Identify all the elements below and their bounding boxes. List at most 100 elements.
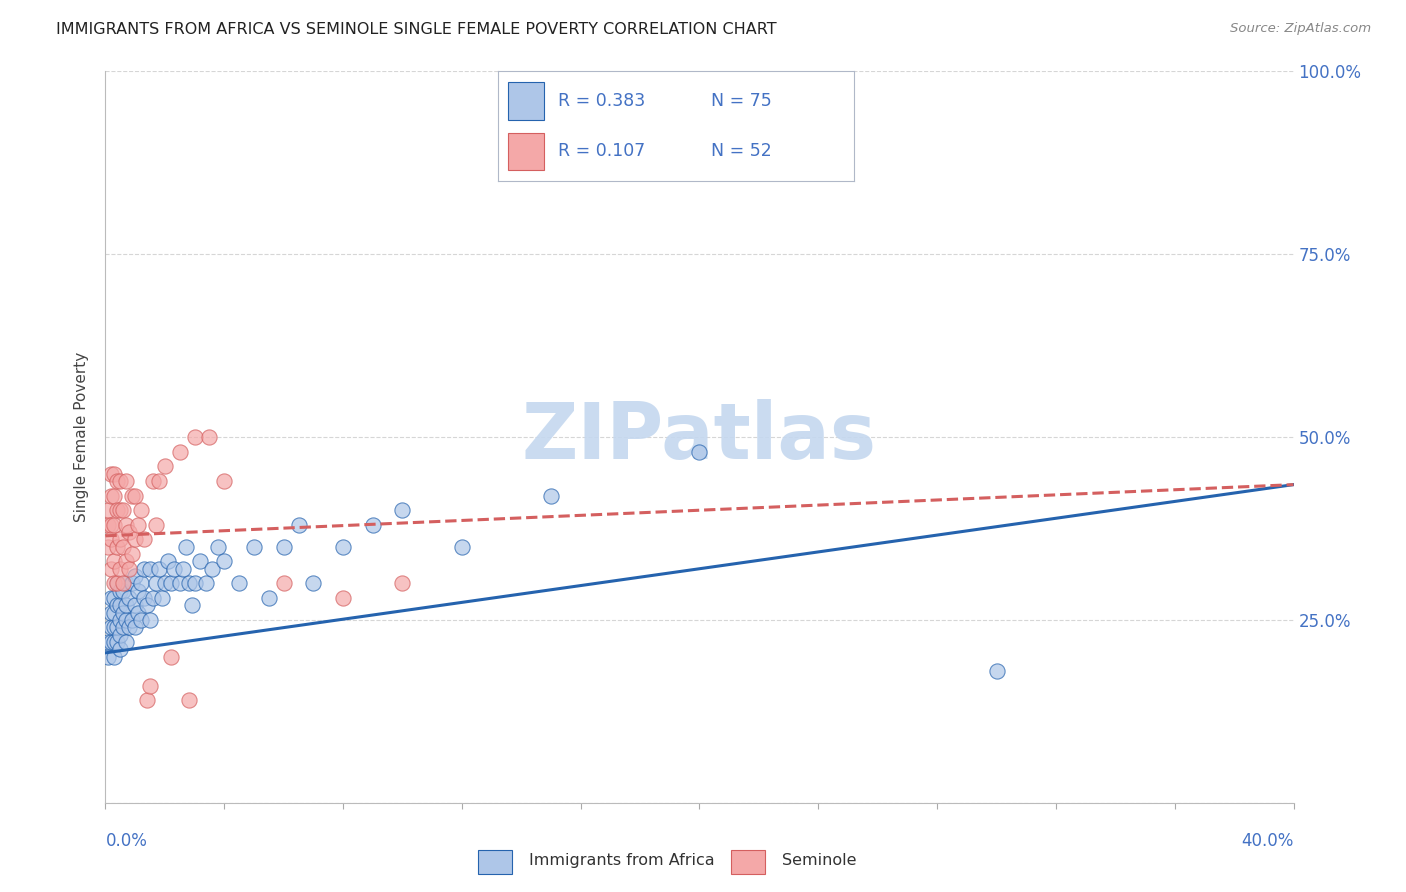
Point bbox=[139, 613, 162, 627]
Point bbox=[986, 664, 1008, 678]
Point bbox=[110, 562, 132, 576]
Point bbox=[115, 599, 138, 613]
Point bbox=[112, 576, 135, 591]
Point bbox=[103, 489, 125, 503]
Point bbox=[129, 503, 152, 517]
Point bbox=[159, 576, 181, 591]
Point bbox=[97, 517, 120, 532]
Point bbox=[361, 517, 384, 532]
Text: IMMIGRANTS FROM AFRICA VS SEMINOLE SINGLE FEMALE POVERTY CORRELATION CHART: IMMIGRANTS FROM AFRICA VS SEMINOLE SINGL… bbox=[56, 22, 778, 37]
Point bbox=[100, 606, 122, 620]
Point bbox=[124, 599, 146, 613]
Point bbox=[150, 591, 173, 605]
Point bbox=[156, 554, 179, 568]
Point bbox=[97, 635, 120, 649]
Point bbox=[110, 642, 132, 657]
Point bbox=[100, 620, 122, 634]
Point bbox=[540, 489, 562, 503]
Point bbox=[190, 554, 212, 568]
Point bbox=[228, 576, 250, 591]
Point bbox=[302, 576, 325, 591]
Point bbox=[105, 599, 128, 613]
Point bbox=[172, 562, 194, 576]
Point bbox=[103, 517, 125, 532]
Point bbox=[112, 503, 135, 517]
Point bbox=[115, 474, 138, 488]
Point bbox=[273, 576, 295, 591]
Point bbox=[195, 576, 218, 591]
Point bbox=[103, 635, 125, 649]
Point bbox=[110, 613, 132, 627]
Point bbox=[174, 540, 197, 554]
Point bbox=[112, 606, 135, 620]
Point bbox=[100, 517, 122, 532]
Point bbox=[100, 467, 122, 481]
Point bbox=[198, 430, 221, 444]
Point bbox=[103, 576, 125, 591]
Point bbox=[105, 576, 128, 591]
Point bbox=[132, 591, 155, 605]
Point bbox=[112, 540, 135, 554]
Point bbox=[257, 591, 280, 605]
Point bbox=[121, 489, 143, 503]
Point bbox=[121, 547, 143, 561]
Point bbox=[201, 562, 224, 576]
Point bbox=[142, 474, 165, 488]
Point bbox=[115, 554, 138, 568]
Point bbox=[105, 474, 128, 488]
Point bbox=[103, 591, 125, 605]
Point bbox=[115, 576, 138, 591]
Y-axis label: Single Female Poverty: Single Female Poverty bbox=[75, 352, 90, 522]
Point bbox=[100, 562, 122, 576]
Point bbox=[121, 576, 143, 591]
Point bbox=[132, 562, 155, 576]
Point bbox=[103, 606, 125, 620]
Point bbox=[105, 503, 128, 517]
Point bbox=[100, 489, 122, 503]
Point bbox=[115, 613, 138, 627]
Point bbox=[115, 635, 138, 649]
Point bbox=[103, 554, 125, 568]
Point bbox=[332, 591, 354, 605]
Point bbox=[273, 540, 295, 554]
Text: 40.0%: 40.0% bbox=[1241, 832, 1294, 850]
Point bbox=[97, 503, 120, 517]
Point bbox=[100, 533, 122, 547]
Text: Source: ZipAtlas.com: Source: ZipAtlas.com bbox=[1230, 22, 1371, 36]
Point bbox=[100, 591, 122, 605]
Point bbox=[127, 583, 149, 598]
Point bbox=[103, 620, 125, 634]
Point bbox=[136, 599, 159, 613]
Point bbox=[214, 474, 236, 488]
Point bbox=[110, 474, 132, 488]
Point bbox=[142, 591, 165, 605]
Point bbox=[332, 540, 354, 554]
Point bbox=[129, 613, 152, 627]
FancyBboxPatch shape bbox=[731, 849, 765, 874]
Point bbox=[103, 467, 125, 481]
Point bbox=[391, 503, 413, 517]
Point bbox=[145, 576, 167, 591]
Point bbox=[145, 517, 167, 532]
Point bbox=[127, 517, 149, 532]
Point bbox=[110, 627, 132, 641]
Point bbox=[148, 474, 170, 488]
Point bbox=[97, 649, 120, 664]
Point bbox=[159, 649, 181, 664]
Point bbox=[118, 591, 141, 605]
Point bbox=[110, 599, 132, 613]
Point bbox=[110, 583, 132, 598]
Point bbox=[127, 606, 149, 620]
Point bbox=[183, 576, 205, 591]
Point bbox=[177, 693, 200, 707]
Point bbox=[115, 517, 138, 532]
Point bbox=[105, 620, 128, 634]
Text: Immigrants from Africa: Immigrants from Africa bbox=[529, 854, 714, 868]
Point bbox=[153, 459, 176, 474]
Point bbox=[124, 489, 146, 503]
Point bbox=[540, 152, 562, 166]
Point bbox=[100, 635, 122, 649]
Point bbox=[105, 540, 128, 554]
Point bbox=[148, 562, 170, 576]
Point bbox=[163, 562, 186, 576]
